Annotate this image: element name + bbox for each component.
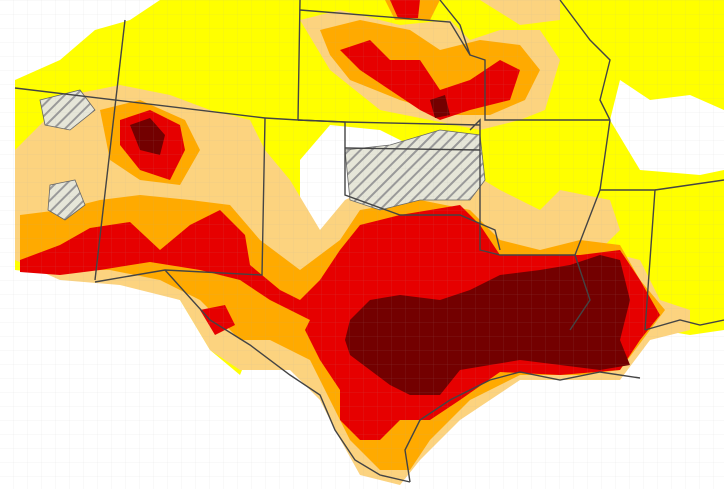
state-borders (14, 0, 724, 483)
